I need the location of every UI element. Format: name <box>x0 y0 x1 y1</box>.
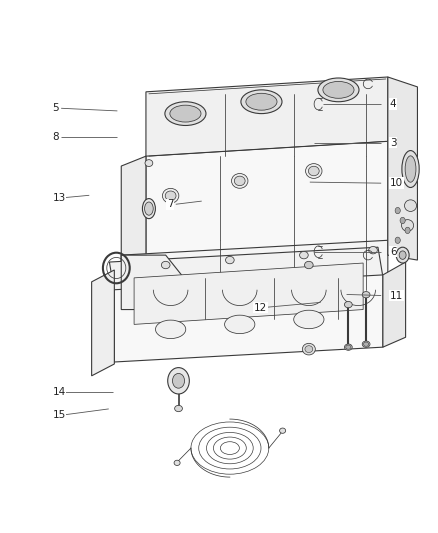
Polygon shape <box>383 262 406 347</box>
Ellipse shape <box>402 220 413 231</box>
Text: 13: 13 <box>53 193 66 203</box>
Text: 3: 3 <box>390 138 396 148</box>
Ellipse shape <box>170 105 201 122</box>
Ellipse shape <box>165 191 176 200</box>
Ellipse shape <box>145 202 153 215</box>
Ellipse shape <box>142 199 155 219</box>
Ellipse shape <box>404 200 417 212</box>
Text: 10: 10 <box>390 178 403 188</box>
Ellipse shape <box>174 460 180 465</box>
Ellipse shape <box>306 164 322 179</box>
Text: 5: 5 <box>53 103 59 114</box>
Ellipse shape <box>364 342 369 346</box>
Ellipse shape <box>323 82 354 98</box>
Ellipse shape <box>302 343 315 355</box>
Polygon shape <box>146 77 388 161</box>
Circle shape <box>405 227 410 233</box>
Ellipse shape <box>369 246 378 254</box>
Ellipse shape <box>402 150 419 188</box>
Ellipse shape <box>162 188 179 203</box>
Ellipse shape <box>305 346 313 352</box>
Circle shape <box>400 217 405 224</box>
Polygon shape <box>146 141 388 265</box>
Polygon shape <box>114 275 383 362</box>
Circle shape <box>395 207 400 214</box>
Ellipse shape <box>155 320 186 338</box>
Ellipse shape <box>279 428 286 433</box>
Ellipse shape <box>405 156 416 182</box>
Text: 8: 8 <box>53 132 59 142</box>
Text: 12: 12 <box>254 303 267 313</box>
Circle shape <box>395 237 400 244</box>
Ellipse shape <box>362 292 370 298</box>
Text: 7: 7 <box>167 199 174 209</box>
Ellipse shape <box>226 256 234 264</box>
Polygon shape <box>110 247 383 292</box>
Circle shape <box>396 247 409 263</box>
Text: 15: 15 <box>53 410 66 420</box>
Ellipse shape <box>241 90 282 114</box>
Ellipse shape <box>344 302 352 308</box>
Polygon shape <box>134 263 363 325</box>
Text: 4: 4 <box>390 99 396 109</box>
Ellipse shape <box>308 166 319 176</box>
Ellipse shape <box>232 174 248 188</box>
Ellipse shape <box>346 345 351 349</box>
Ellipse shape <box>175 405 182 411</box>
Polygon shape <box>388 77 417 260</box>
Ellipse shape <box>344 344 352 350</box>
Polygon shape <box>121 255 185 310</box>
Circle shape <box>399 251 406 260</box>
Ellipse shape <box>304 261 313 269</box>
Text: 6: 6 <box>390 247 396 257</box>
Polygon shape <box>92 270 114 376</box>
Polygon shape <box>121 240 388 310</box>
Ellipse shape <box>161 261 170 269</box>
Ellipse shape <box>225 315 255 334</box>
Ellipse shape <box>362 341 370 348</box>
Circle shape <box>173 374 184 388</box>
Ellipse shape <box>300 252 308 259</box>
Ellipse shape <box>294 310 324 329</box>
Circle shape <box>168 368 189 394</box>
Ellipse shape <box>318 78 359 102</box>
Ellipse shape <box>165 102 206 125</box>
Ellipse shape <box>145 160 153 166</box>
Text: 11: 11 <box>390 290 403 301</box>
Ellipse shape <box>234 176 245 185</box>
Ellipse shape <box>246 93 277 110</box>
Text: 14: 14 <box>53 387 66 397</box>
Polygon shape <box>121 255 146 290</box>
Polygon shape <box>121 156 146 275</box>
